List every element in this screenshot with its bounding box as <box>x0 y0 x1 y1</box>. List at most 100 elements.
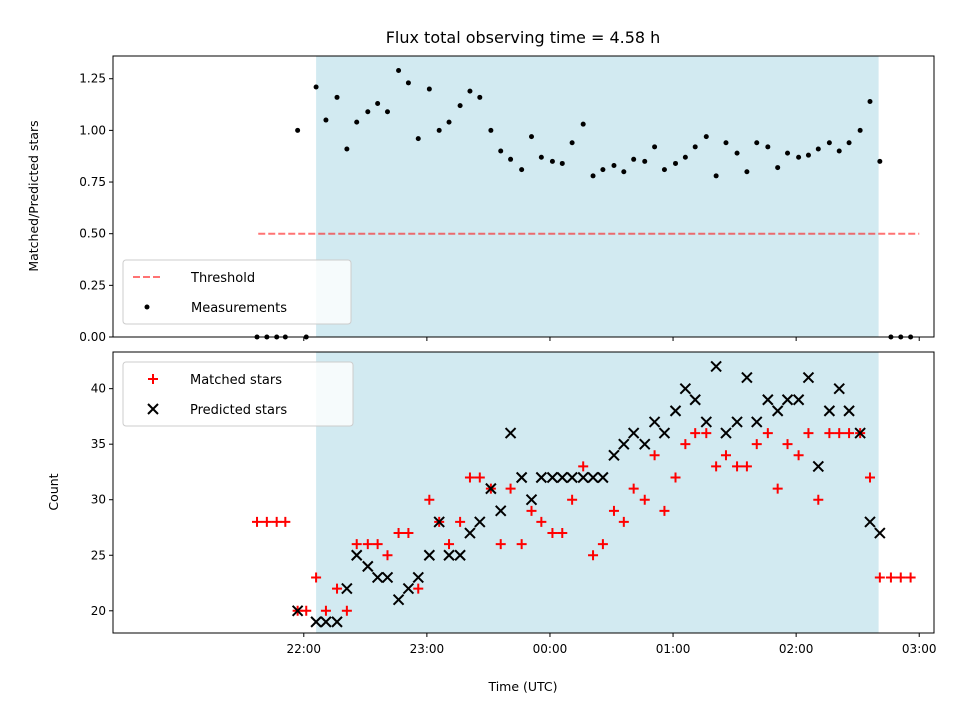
matched-stars-point <box>393 528 404 539</box>
matched-stars-point <box>618 516 629 527</box>
predicted-stars-point <box>679 382 692 395</box>
matched-stars-point <box>382 550 393 561</box>
measurements-point <box>436 127 442 133</box>
matched-stars-point <box>526 505 537 516</box>
matched-stars-point <box>608 505 619 516</box>
matched-stars-point <box>588 550 599 561</box>
measurements-point <box>785 150 791 156</box>
measurements-point <box>805 152 811 158</box>
matched-stars-point <box>762 428 773 439</box>
predicted-stars-point <box>710 360 722 373</box>
measurements-point <box>765 144 771 150</box>
predicted-stars-point <box>525 494 538 506</box>
measurements-point <box>405 80 411 86</box>
matched-stars-point <box>834 428 845 439</box>
predicted-stars-point <box>720 427 732 439</box>
measurements-point <box>754 140 760 146</box>
matched-stars-point <box>516 539 527 550</box>
predicted-stars-point <box>597 471 609 484</box>
count-panel: 20 25 30 35 40 22:00 23:00 00:00 01:00 02:00 03:00… <box>91 351 937 656</box>
x-axis-label: Time (UTC) <box>487 679 557 694</box>
predicted-stars-point <box>504 427 517 439</box>
matched-stars-point <box>597 539 608 550</box>
matched-stars-point <box>874 572 885 583</box>
predicted-stars-point <box>843 405 855 417</box>
x-tick-label: 00:00 <box>533 642 568 656</box>
predicted-stars-point <box>792 394 805 406</box>
measurements-point <box>857 127 863 133</box>
matched-stars-point <box>341 605 352 616</box>
predicted-stars-point <box>464 527 476 539</box>
measurements-point <box>375 101 381 107</box>
y-tick-label: 25 <box>91 548 106 562</box>
predicted-stars-point <box>618 438 630 450</box>
matched-stars-point <box>905 572 916 583</box>
x-tick-label: 23:00 <box>410 642 445 656</box>
predicted-stars-point <box>423 549 436 561</box>
predicted-stars-point <box>751 416 763 428</box>
predicted-stars-point <box>371 571 384 584</box>
matched-stars-point <box>649 450 660 461</box>
measurements-point <box>692 144 698 150</box>
matched-stars-point <box>261 516 272 527</box>
predicted-stars-point <box>658 427 671 439</box>
matched-stars-point <box>628 483 639 494</box>
measurements-point <box>365 109 371 115</box>
measurements-point <box>580 121 586 127</box>
matched-stars-point <box>701 428 712 439</box>
predicted-stars-point <box>802 371 815 384</box>
predicted-stars-point <box>402 582 415 595</box>
matched-stars-point <box>351 539 362 550</box>
count-y-axis-label: Count <box>46 473 61 510</box>
measurements-point <box>354 119 360 125</box>
ratio-panel: 0.00 0.25 0.50 0.75 1.00 1.25 Threshold Measure… <box>79 55 935 344</box>
matched-stars-point <box>720 450 731 461</box>
measurements-point <box>508 156 514 162</box>
legend: Threshold Measurements <box>122 259 352 325</box>
measurements-point <box>796 154 802 160</box>
matched-stars-point <box>639 494 650 505</box>
matched-stars-point <box>252 516 263 527</box>
measurements-point <box>396 67 402 73</box>
predicted-stars-point <box>351 549 363 561</box>
matched-stars-point <box>320 605 331 616</box>
x-tick-label: 22:00 <box>286 642 321 656</box>
legend-predicted-swatch <box>147 403 159 415</box>
predicted-stars-point <box>443 549 455 561</box>
measurements-point <box>323 117 329 123</box>
matched-stars-point <box>864 472 875 483</box>
predicted-stars-point <box>781 394 794 406</box>
legend-threshold-label: Threshold <box>190 271 255 286</box>
matched-stars-point <box>567 494 578 505</box>
matched-stars-point <box>413 583 424 594</box>
measurements-point <box>877 158 883 164</box>
measurements-point <box>559 160 565 166</box>
matched-stars-point <box>332 583 343 594</box>
measurements-point <box>682 154 688 160</box>
measurements-point <box>426 86 432 92</box>
predicted-stars-point <box>627 427 640 439</box>
predicted-stars-point <box>771 405 784 417</box>
predicted-stars-point <box>310 616 322 628</box>
measurements-point <box>846 140 852 146</box>
matched-stars-point <box>680 439 691 450</box>
predicted-stars-point <box>485 482 497 495</box>
measurements-point <box>631 156 637 162</box>
measurements-point <box>652 144 658 150</box>
predicted-stars-point <box>587 471 599 484</box>
predicted-stars-point <box>341 582 353 595</box>
predicted-stars-point <box>669 405 682 417</box>
matched-stars-point <box>495 539 506 550</box>
matched-stars-point <box>895 572 906 583</box>
predicted-stars-point <box>648 416 661 428</box>
y-tick-label: 30 <box>91 493 106 507</box>
matched-stars-point <box>844 428 855 439</box>
y-tick-label: 20 <box>91 604 106 618</box>
predicted-stars-point <box>874 527 886 539</box>
predicted-stars-point <box>381 571 394 584</box>
measurements-point <box>529 134 535 140</box>
matched-stars-point <box>824 428 835 439</box>
matched-stars-point <box>301 605 312 616</box>
measurements-point <box>744 169 750 175</box>
